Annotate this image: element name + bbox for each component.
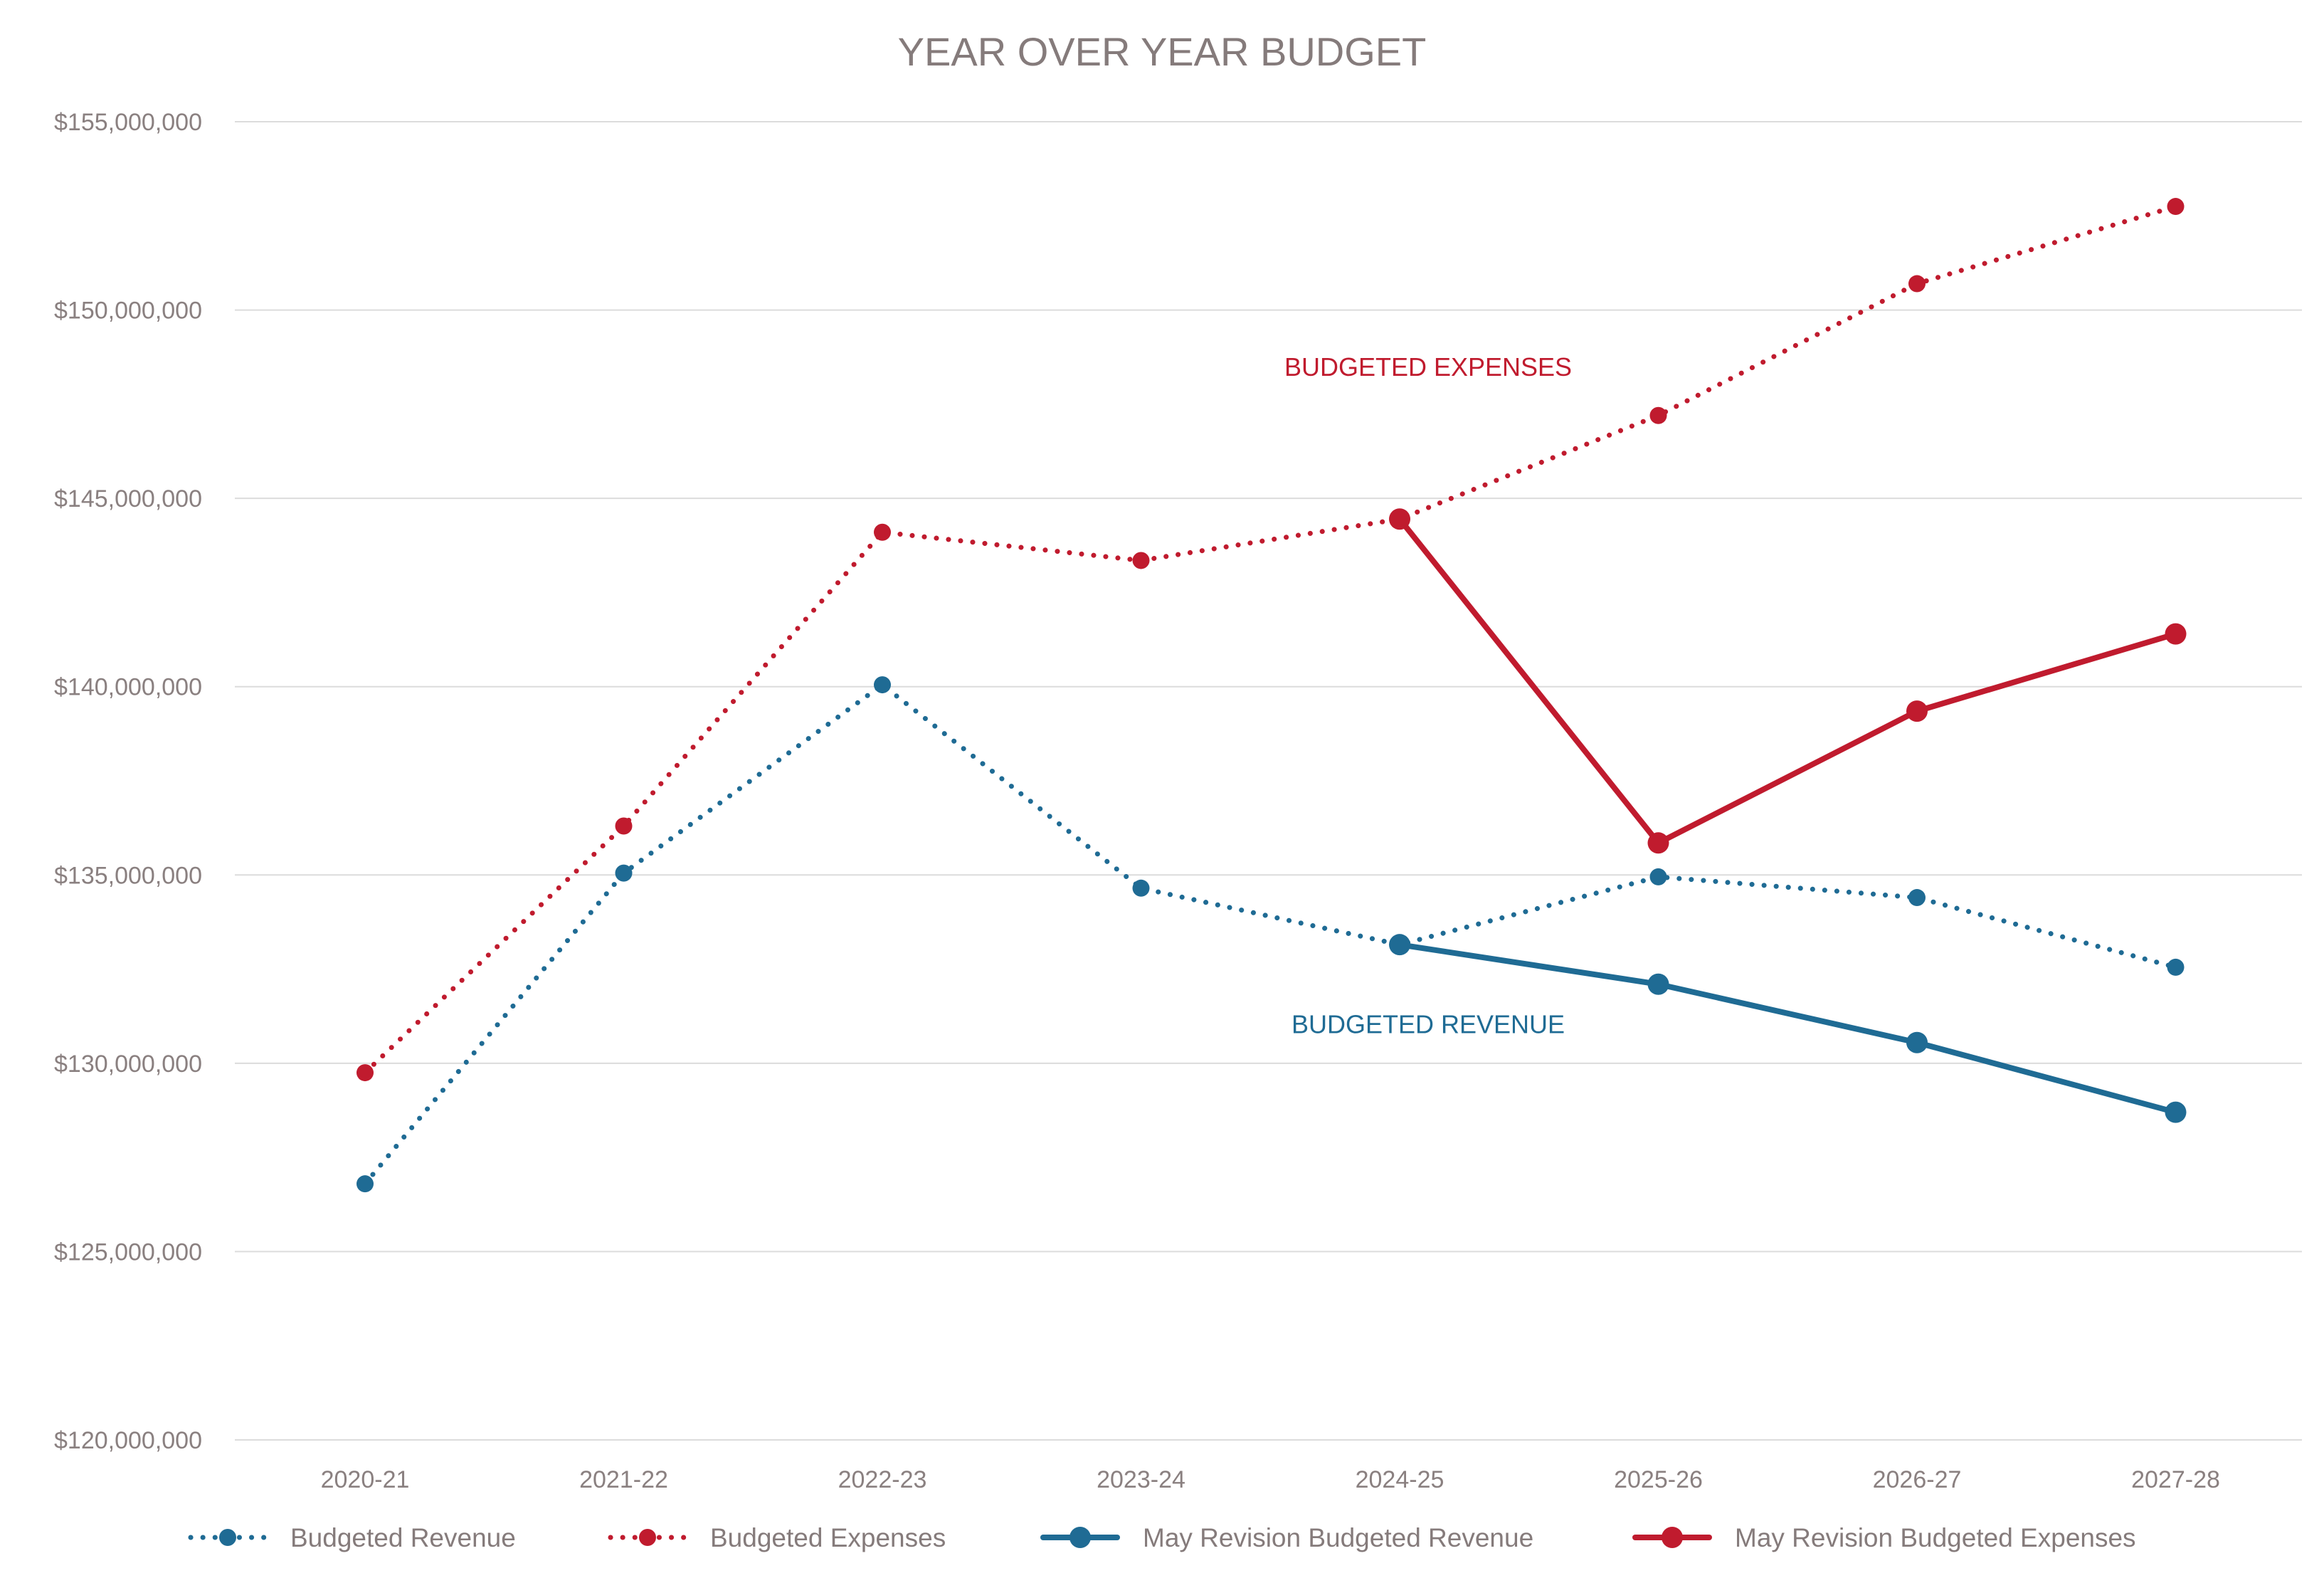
- legend-marker: [1662, 1527, 1683, 1548]
- data-point: [1647, 973, 1669, 995]
- data-point: [1908, 275, 1926, 293]
- x-tick-label: 2020-21: [321, 1466, 410, 1493]
- series-group: [356, 198, 2187, 1193]
- data-point: [1908, 889, 1926, 907]
- data-point: [615, 864, 633, 882]
- data-point: [2165, 1101, 2187, 1123]
- y-tick-label: $130,000,000: [54, 1051, 202, 1078]
- data-point: [2167, 958, 2185, 976]
- legend-item: Budgeted Revenue: [188, 1523, 516, 1552]
- annotation-label: BUDGETED REVENUE: [1292, 1009, 1565, 1038]
- y-tick-label: $150,000,000: [54, 298, 202, 325]
- series-line: [362, 204, 2178, 1075]
- x-tick-label: 2021-22: [579, 1466, 668, 1493]
- x-tick-label: 2022-23: [838, 1466, 927, 1493]
- x-tick-label: 2027-28: [2131, 1466, 2220, 1493]
- data-point: [2167, 198, 2185, 216]
- y-tick-label: $145,000,000: [54, 485, 202, 512]
- data-point: [1649, 868, 1667, 885]
- x-tick-label: 2024-25: [1356, 1466, 1444, 1493]
- legend-label: Budgeted Expenses: [710, 1523, 946, 1552]
- data-point: [356, 1175, 374, 1193]
- data-point: [2165, 623, 2187, 645]
- y-tick-label: $125,000,000: [54, 1238, 202, 1266]
- data-point: [1647, 832, 1669, 854]
- data-point: [1132, 552, 1150, 569]
- x-tick-label: 2023-24: [1097, 1466, 1185, 1493]
- data-point: [1389, 934, 1410, 956]
- legend-marker: [639, 1529, 656, 1546]
- series-line: [1397, 942, 2179, 1115]
- data-point: [1906, 700, 1928, 722]
- legend-label: May Revision Budgeted Revenue: [1143, 1523, 1533, 1552]
- chart-title: YEAR OVER YEAR BUDGET: [898, 29, 1427, 74]
- data-point: [356, 1064, 374, 1082]
- y-tick-label: $155,000,000: [54, 109, 202, 136]
- legend: Budgeted Revenue Budgeted Expenses May Rev…: [188, 1523, 2136, 1552]
- data-point: [1132, 879, 1150, 897]
- y-tick-label: $120,000,000: [54, 1427, 202, 1454]
- x-tick-label: 2025-26: [1614, 1466, 1703, 1493]
- y-tick-label: $140,000,000: [54, 674, 202, 701]
- legend-label: May Revision Budgeted Expenses: [1735, 1523, 2136, 1552]
- legend-item: May Revision Budgeted Revenue: [1040, 1523, 1533, 1552]
- annotation-label: BUDGETED EXPENSES: [1284, 352, 1572, 382]
- legend-marker: [1069, 1527, 1091, 1548]
- data-point: [1649, 406, 1667, 424]
- grid-lines: [235, 121, 2302, 1441]
- legend-marker: [219, 1529, 236, 1546]
- series-may-revision-budgeted-expenses: [1389, 508, 2187, 854]
- y-tick-label: $135,000,000: [54, 862, 202, 889]
- legend-item: May Revision Budgeted Expenses: [1632, 1523, 2136, 1552]
- legend-item: Budgeted Expenses: [608, 1523, 946, 1552]
- series-line: [362, 682, 2178, 1187]
- data-point: [1389, 508, 1410, 530]
- data-point: [615, 817, 633, 835]
- data-point: [1906, 1031, 1928, 1053]
- legend-label: Budgeted Revenue: [290, 1523, 516, 1552]
- series-budgeted-expenses: [356, 198, 2185, 1082]
- data-point: [874, 523, 891, 541]
- annotations: BUDGETED EXPENSES BUDGETED REVENUE: [1284, 352, 1572, 1038]
- y-axis-ticks: $120,000,000 $125,000,000 $130,000,000 $135…: [54, 109, 202, 1454]
- series-may-revision-budgeted-revenue: [1389, 934, 2187, 1123]
- x-tick-label: 2026-27: [1873, 1466, 1962, 1493]
- x-axis-ticks: 2020-21 2021-22 2022-23 2023-24 2024-25 2025-…: [321, 1466, 2220, 1493]
- data-point: [874, 676, 891, 694]
- series-line: [1397, 516, 2179, 846]
- series-budgeted-revenue: [356, 676, 2185, 1193]
